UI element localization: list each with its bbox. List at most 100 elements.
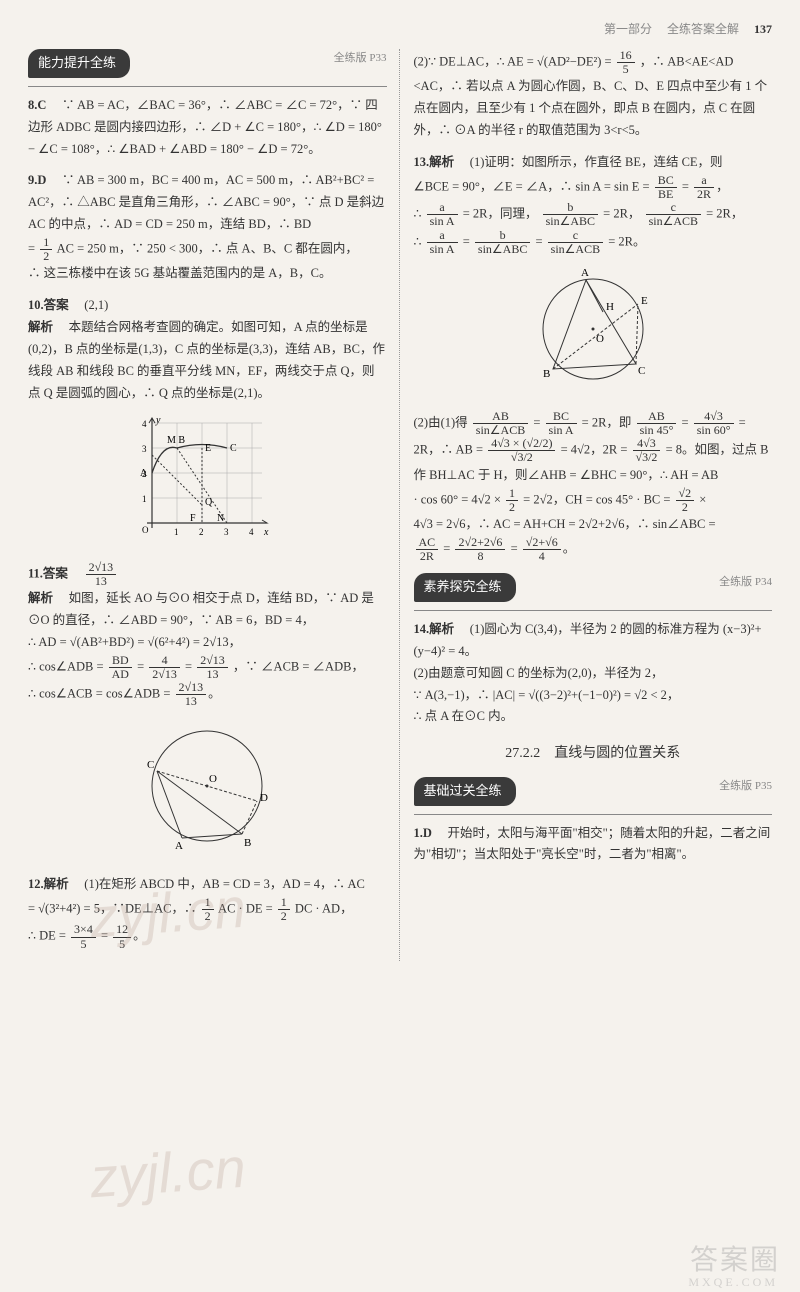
frac-1-2: 12 (506, 487, 518, 514)
svg-text:4: 4 (142, 419, 147, 429)
badge-literacy: 素养探究全练 (414, 573, 516, 602)
frac-a-sina: asin A (427, 201, 458, 228)
svg-text:O: O (596, 333, 604, 345)
q13-l5: = 2R， (706, 207, 743, 221)
q13-p2-l7: · cos 60° = 4√2 × (414, 492, 501, 506)
frac-ab-sin45: ABsin 45° (637, 410, 677, 437)
question-10: 10.答案 (2,1) 解析 本题结合网格考查圆的确定。如图可知，A 点的坐标是… (28, 295, 387, 550)
grid-chart-icon: AM B CE QFN O12 34x 1234 y (132, 413, 282, 543)
frac-4r3-sin60: 4√3sin 60° (694, 410, 734, 437)
q12-l1: (1)在矩形 ABCD 中，AB = CD = 3，AD = 4，∴ AC (84, 877, 365, 891)
q10-body: 本题结合网格考查圆的确定。如图可知，A 点的坐标是(0,2)，B 点的坐标是(1… (28, 320, 385, 400)
svg-text:A: A (581, 267, 589, 279)
q1-body: 开始时，太阳与海平面"相交"；随着太阳的升起，二者之间为"相切"；当太阳处于"亮… (414, 826, 771, 862)
q13-l2: ∠BCE = 90°，∠E = ∠A，∴ sin A = sin E = (414, 179, 650, 193)
svg-text:O: O (142, 525, 149, 535)
section-basic: 基础过关全练 全练版 P35 (414, 777, 773, 815)
q9-num: 9.D (28, 173, 46, 187)
q13-l3: = 2R，同理， (463, 207, 538, 221)
q14-num: 14.解析 (414, 622, 455, 636)
q12-num: 12.解析 (28, 877, 69, 891)
content-columns: 能力提升全练 全练版 P33 8.C ∵ AB = AC，∠BAC = 36°，… (28, 49, 772, 961)
q12b-l3: <AC，∴ 若以点 A 为圆心作圆，B、C、D、E 四点中至少有 1 个点在圆内… (414, 79, 768, 137)
q14-l3: ∵ A(3,−1)，∴ |AC| = √((3−2)²+(−1−0)²) = √… (414, 688, 680, 702)
question-13: 13.解析 (1)证明：如图所示，作直径 BE，连结 CE，则 ∠BCE = 9… (414, 152, 773, 563)
page-number: 137 (754, 22, 772, 36)
q11-l4: ，∵ ∠ACB = ∠ADB， (233, 659, 364, 673)
header-title: 全练答案全解 (667, 22, 739, 36)
frac-b-sinabc: bsin∠ABC (543, 201, 598, 228)
frac-c-sinacb: csin∠ACB (646, 201, 701, 228)
frac-bd-ad: BDAD (109, 654, 132, 681)
q11-l3: ∴ cos∠ADB = (28, 659, 104, 673)
svg-text:N: N (217, 513, 224, 524)
frac-half: 12 (40, 236, 52, 263)
q13-p2-l9: × (699, 492, 706, 506)
question-8: 8.C ∵ AB = AC，∠BAC = 36°，∴ ∠ABC = ∠C = 7… (28, 95, 387, 161)
svg-text:Q: Q (205, 497, 213, 508)
q10-ans: (2,1) (84, 298, 108, 312)
question-1: 1.D 开始时，太阳与海平面"相交"；随着太阳的升起，二者之间为"相切"；当太阳… (414, 823, 773, 867)
q9-l1: ∵ AB = 300 m，BC = 400 m，AC = 500 m，∴ AB²… (28, 173, 384, 231)
svg-text:C: C (638, 365, 645, 377)
question-14: 14.解析 (1)圆心为 C(3,4)，半径为 2 的圆的标准方程为 (x−3)… (414, 619, 773, 728)
right-column: (2)∵ DE⊥AC，∴ AE = √(AD²−DE²) = 165 ，∴ AB… (414, 49, 773, 961)
question-9: 9.D ∵ AB = 300 m，BC = 400 m，AC = 500 m，∴… (28, 170, 387, 285)
svg-text:D: D (260, 792, 268, 804)
svg-text:A: A (175, 840, 183, 852)
frac-3x4-5: 3×45 (71, 923, 96, 950)
q13-p2-l4: = 4√2，2R = (561, 443, 628, 457)
watermark-2: zyjl.cn (88, 1135, 248, 1211)
svg-text:4: 4 (249, 527, 254, 537)
subsection-title: 27.2.2 直线与圆的位置关系 (414, 742, 773, 767)
label-p33: 全练版 P33 (334, 49, 387, 68)
frac-bc-be: BCBE (655, 174, 677, 201)
q13-p2-l3: 2R，∴ AB = (414, 443, 484, 457)
q11-l5: ∴ cos∠ACB = cos∠ADB = (28, 686, 170, 700)
q9-l3: ∴ 这三栋楼中在该 5G 基站覆盖范围内的是 A，B，C。 (28, 266, 331, 280)
footer-watermark: 答案圈 (690, 1238, 780, 1278)
frac-sum-8: 2√2+2√68 (455, 536, 505, 563)
svg-text:H: H (606, 301, 614, 313)
frac-4-2r13: 42√13 (149, 654, 180, 681)
q11-graph: CD AB O (28, 716, 387, 864)
left-column: 能力提升全练 全练版 P33 8.C ∵ AB = AC，∠BAC = 36°，… (28, 49, 400, 961)
q12b-l2: ，∴ AB<AE<AD (640, 55, 734, 69)
frac-4r3-r32: 4√3√3/2 (633, 437, 661, 464)
frac-a-sina2: asin A (427, 229, 458, 256)
label-p35: 全练版 P35 (719, 777, 772, 796)
svg-text:1: 1 (174, 527, 179, 537)
svg-text:C: C (147, 759, 154, 771)
circle-diagram-icon: CD AB O (127, 716, 287, 856)
q13-l4: = 2R， (603, 207, 640, 221)
frac-r2-2: √22 (676, 487, 695, 514)
frac-b-sinabc2: bsin∠ABC (475, 229, 530, 256)
q13-p2-l5: = 8。如图，过点 B (666, 443, 769, 457)
svg-text:F: F (190, 513, 196, 524)
q12b-l1: (2)∵ DE⊥AC，∴ AE = √(AD²−DE²) = (414, 55, 612, 69)
q12-l5: ∴ DE = (28, 929, 66, 943)
frac-2r13-13: 2√1313 (197, 654, 228, 681)
svg-text:2: 2 (142, 469, 147, 479)
svg-text:B: B (244, 837, 251, 849)
q12-l4: DC · AD， (295, 902, 353, 916)
svg-text:x: x (263, 527, 269, 538)
q10-graph: AM B CE QFN O12 34x 1234 y (28, 413, 387, 551)
svg-text:3: 3 (224, 527, 229, 537)
q13-p2-l2: = 2R，即 (582, 415, 632, 429)
q11-num: 11.答案 (28, 566, 68, 580)
svg-text:2: 2 (199, 527, 204, 537)
section-literacy: 素养探究全练 全练版 P34 (414, 573, 773, 611)
svg-text:y: y (155, 415, 161, 426)
q10-label: 解析 (28, 320, 53, 334)
svg-text:B: B (543, 368, 550, 380)
frac-2r13-13b: 2√1313 (176, 681, 207, 708)
q13-p2-l8: = 2√2，CH = cos 45° · BC = (523, 492, 670, 506)
svg-text:M B: M B (167, 435, 185, 446)
q13-p2-l1: (2)由(1)得 (414, 415, 468, 429)
svg-text:E: E (641, 295, 648, 307)
q10-num: 10.答案 (28, 298, 69, 312)
frac-ac-2r: AC2R (416, 536, 439, 563)
q13-l6: = 2R。 (608, 234, 645, 248)
frac-ab-sinacb: ABsin∠ACB (473, 410, 528, 437)
